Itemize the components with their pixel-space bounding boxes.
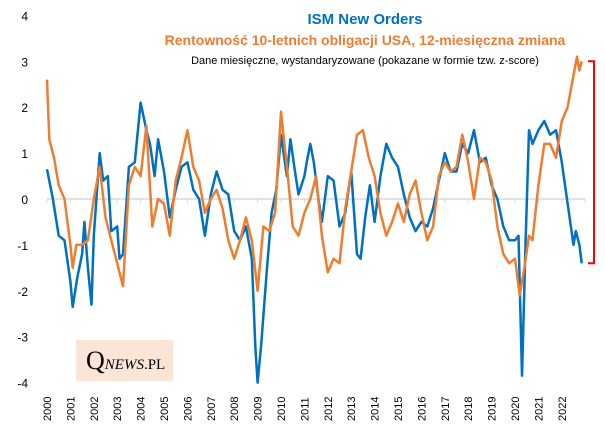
x-tick-label: 2019	[487, 397, 499, 421]
y-tick-label: -2	[17, 285, 28, 299]
red-bracket-annotation	[588, 60, 595, 265]
x-tick-label: 2008	[229, 397, 241, 421]
x-tick-label: 2020	[510, 397, 522, 421]
x-tick-label: 2015	[393, 397, 405, 421]
x-tick-label: 2021	[533, 397, 545, 421]
x-tick-label: 2022	[557, 397, 569, 421]
x-tick-label: 2009	[253, 397, 265, 421]
y-tick-label: 0	[21, 193, 28, 207]
chart-subtitle: Rentowność 10-letnich obligacji USA, 12-…	[164, 32, 566, 48]
x-tick-label: 2005	[159, 397, 171, 421]
y-tick-label: 1	[21, 147, 28, 161]
y-tick-label: 3	[21, 55, 28, 69]
x-tick-label: 2000	[42, 397, 54, 421]
y-tick-label: -4	[17, 377, 28, 391]
x-tick-label: 2011	[299, 397, 311, 421]
x-tick-label: 2013	[346, 397, 358, 421]
x-tick-label: 2016	[416, 397, 428, 421]
series-us10y-yield-change	[45, 55, 583, 297]
y-tick-label: -1	[17, 239, 28, 253]
x-tick-label: 2014	[370, 397, 382, 421]
series-ism-new-orders	[45, 101, 583, 384]
chart-title: ISM New Orders	[307, 11, 423, 28]
x-tick-label: 2004	[136, 397, 148, 421]
x-tick-label: 2017	[440, 397, 452, 421]
x-tick-label: 2002	[89, 397, 101, 421]
x-tick-label: 2006	[182, 397, 194, 421]
x-tick-label: 2018	[463, 397, 475, 421]
y-tick-label: -3	[17, 331, 28, 345]
x-tick-label: 2003	[112, 397, 124, 421]
qnews-logo: QNEWS.PL	[76, 340, 173, 381]
x-tick-label: 2012	[323, 397, 335, 421]
x-tick-label: 2001	[65, 397, 77, 421]
x-tick-label: 2010	[276, 397, 288, 421]
y-tick-label: 2	[21, 101, 28, 115]
chart-note: Dane miesięczne, wystandaryzowane (pokaz…	[191, 55, 539, 67]
x-tick-label: 2007	[206, 397, 218, 421]
y-tick-label: 4	[21, 9, 28, 23]
